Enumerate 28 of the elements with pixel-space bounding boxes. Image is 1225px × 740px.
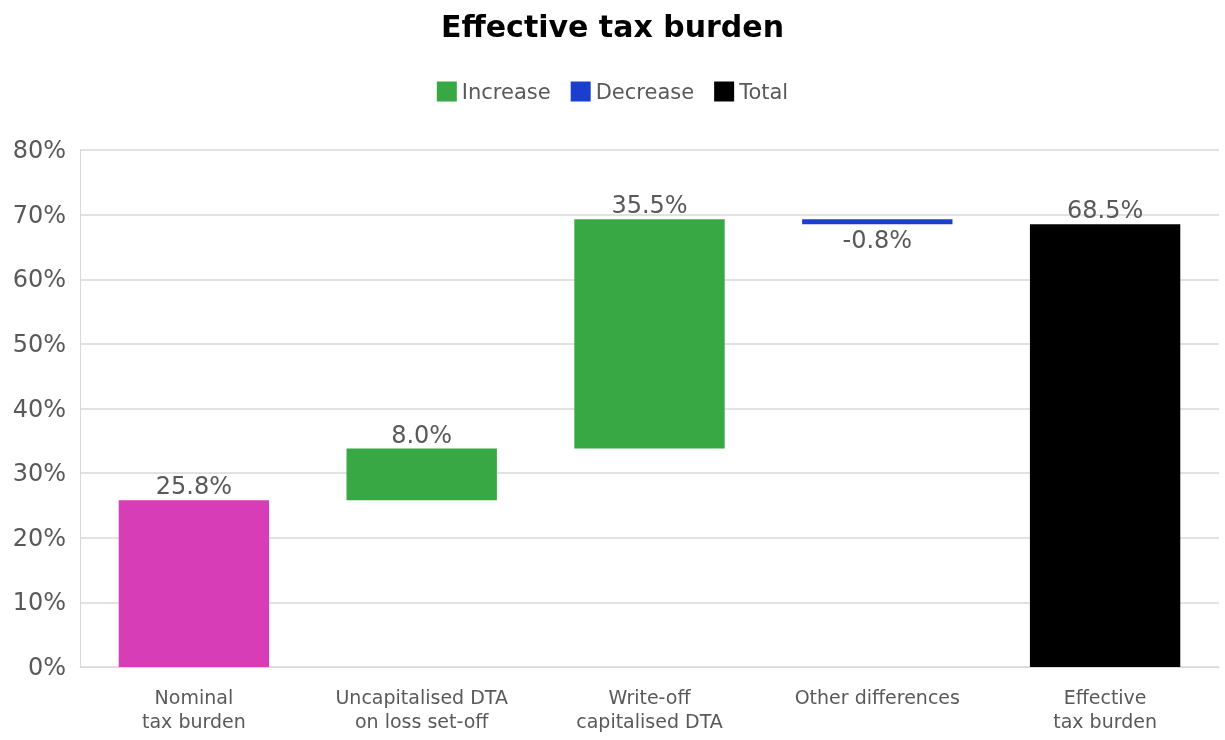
bar (1029, 224, 1181, 667)
data-label: -0.8% (842, 226, 913, 255)
data-label: 8.0% (391, 420, 453, 449)
bar (802, 219, 953, 225)
y-tick-label: 50% (12, 329, 66, 358)
x-tick-label: Write-off capitalised DTA (576, 686, 723, 732)
y-tick-label: 10% (12, 588, 66, 617)
x-tick-label: Other differences (794, 686, 960, 708)
legend-label: Total (738, 79, 789, 104)
y-tick-label: 0% (27, 653, 66, 681)
data-label: 25.8% (155, 472, 233, 501)
data-label: 68.5% (1066, 196, 1144, 225)
y-tick-label: 80% (12, 136, 66, 164)
y-tick-label: 60% (12, 265, 66, 294)
y-tick-label: 20% (12, 523, 66, 552)
legend-label: Decrease (595, 79, 695, 104)
bar (346, 448, 497, 501)
bar (574, 219, 725, 449)
legend-label: Increase (461, 79, 551, 104)
x-tick-label: Uncapitalised DTA on loss set-off (335, 686, 508, 732)
x-tick-label: Nominal tax burden (142, 686, 246, 732)
data-label: 35.5% (611, 191, 688, 220)
y-tick-label: 30% (12, 459, 66, 488)
chart-title: Effective tax burden (440, 8, 785, 44)
y-tick-label: 70% (12, 200, 66, 229)
bar (118, 500, 270, 667)
x-tick-label: Effective tax burden (1053, 686, 1157, 732)
y-tick-label: 40% (12, 394, 66, 423)
